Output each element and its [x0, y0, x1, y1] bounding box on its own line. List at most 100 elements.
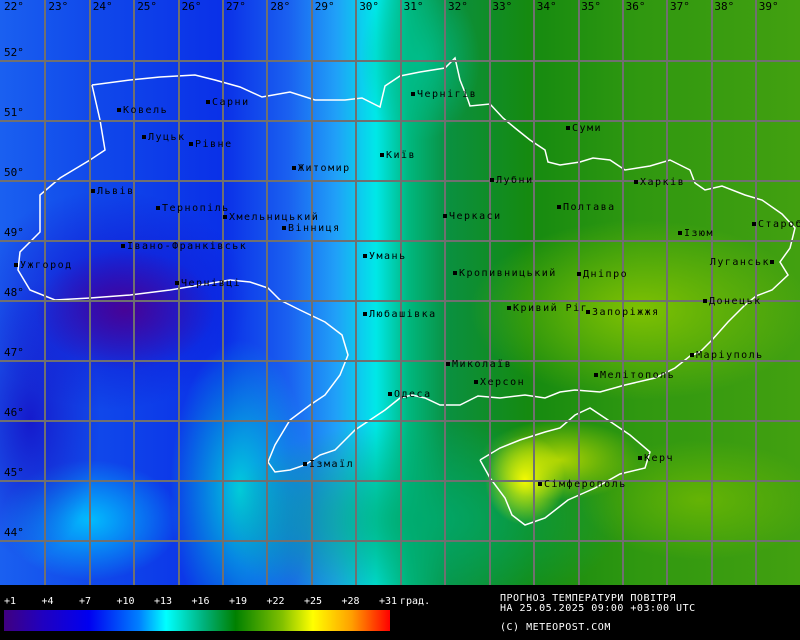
legend-tick: +31: [379, 596, 398, 607]
city-marker: Запоріжжя: [586, 308, 660, 318]
city-label: Черкаси: [449, 211, 502, 222]
parallel-line: [0, 480, 800, 482]
city-dot-icon: [380, 153, 384, 157]
longitude-label: 32°: [448, 0, 468, 13]
city-dot-icon: [303, 462, 307, 466]
city-label: Старобільськ: [758, 219, 800, 230]
meridian-line: [400, 0, 402, 585]
city-dot-icon: [206, 100, 210, 104]
legend-tick: +4: [41, 596, 54, 607]
city-dot-icon: [175, 281, 179, 285]
city-marker: Дніпро: [577, 270, 628, 280]
city-marker: Черкаси: [443, 212, 502, 222]
city-label: Мелітополь: [600, 370, 676, 381]
city-label: Херсон: [480, 377, 526, 388]
city-dot-icon: [638, 456, 642, 460]
city-marker: Львів: [91, 187, 135, 197]
city-marker: Старобільськ: [752, 220, 800, 230]
meridian-line: [533, 0, 535, 585]
city-label: Вінниця: [288, 223, 341, 234]
parallel-line: [0, 180, 800, 182]
city-dot-icon: [594, 373, 598, 377]
city-label: Суми: [572, 123, 603, 134]
city-marker: Умань: [363, 252, 407, 262]
meridian-line: [222, 0, 224, 585]
city-marker: Суми: [566, 124, 602, 134]
meridian-line: [355, 0, 357, 585]
city-marker: Хмельницький: [223, 213, 319, 223]
city-label: Маріуполь: [696, 350, 764, 361]
city-dot-icon: [566, 126, 570, 130]
city-marker: Ковель: [117, 106, 168, 116]
forecast-datetime: НА 25.05.2025 09:00 +03:00 UTC: [500, 603, 696, 614]
latitude-label: 45°: [4, 466, 24, 479]
parallel-line: [0, 120, 800, 122]
city-dot-icon: [363, 312, 367, 316]
city-label: Ковель: [123, 105, 169, 116]
longitude-label: 29°: [314, 0, 335, 13]
parallel-line: [0, 300, 800, 302]
city-dot-icon: [577, 272, 581, 276]
meridian-line: [178, 0, 180, 585]
longitude-label: 23°: [48, 0, 69, 13]
parallel-line: [0, 240, 800, 242]
latitude-label: 48°: [4, 286, 24, 299]
city-label: Керч: [644, 453, 675, 464]
parallel-line: [0, 420, 800, 422]
city-label: Запоріжжя: [592, 307, 660, 318]
legend-tick: +13: [154, 596, 173, 607]
city-dot-icon: [363, 254, 367, 258]
city-dot-icon: [453, 271, 457, 275]
city-label: Одеса: [394, 389, 432, 400]
latitude-label: 50°: [4, 166, 24, 179]
latitude-label: 46°: [4, 406, 24, 419]
city-label: Донецьк: [709, 296, 762, 307]
city-label: Сімферополь: [544, 479, 627, 490]
border-lines: [17, 56, 796, 526]
city-marker: Миколаїв: [446, 360, 512, 370]
longitude-label: 33°: [492, 0, 513, 13]
longitude-label: 22°: [4, 0, 24, 13]
temperature-legend: +1 +4 +7 +10 +13 +16 +19 +22 +25 +28 +31 град. ПРО…: [0, 585, 800, 640]
city-marker: Донецьк: [703, 297, 762, 307]
city-marker: Одеса: [388, 390, 432, 400]
copyright-link[interactable]: (C) METEOPOST.COM: [500, 622, 611, 633]
city-dot-icon: [703, 299, 707, 303]
ukraine-border: [17, 56, 796, 473]
longitude-label: 36°: [625, 0, 646, 13]
forecast-title: ПРОГНОЗ ТЕМПЕРАТУРИ ПОВІТРЯ: [500, 593, 677, 604]
city-marker: Любашівка: [363, 310, 437, 320]
city-marker: Чернігів: [411, 90, 477, 100]
city-marker: Кропивницький: [453, 269, 557, 279]
city-label: Львів: [97, 186, 135, 197]
legend-tick: +22: [266, 596, 285, 607]
city-marker: Житомир: [292, 164, 351, 174]
color-scale-bar: [4, 610, 390, 631]
city-dot-icon: [752, 222, 756, 226]
city-marker: Івано-Франківськ: [121, 242, 247, 252]
city-dot-icon: [490, 178, 494, 182]
city-label: Дніпро: [583, 269, 629, 280]
city-marker: Лубни: [490, 176, 534, 186]
city-marker: Харків: [634, 178, 685, 188]
latitude-label: 49°: [4, 226, 24, 239]
city-label: Хмельницький: [229, 212, 320, 223]
legend-unit: град.: [400, 596, 431, 607]
crimea-border: [479, 407, 651, 526]
legend-tick: +28: [341, 596, 360, 607]
city-marker: Сарни: [206, 98, 250, 108]
legend-tick: +7: [79, 596, 92, 607]
city-marker: Луганськ: [710, 258, 776, 268]
latitude-label: 51°: [4, 106, 24, 119]
city-dot-icon: [388, 392, 392, 396]
city-label: Тернопіль: [162, 203, 230, 214]
city-label: Лубни: [496, 175, 534, 186]
city-marker: Чернівці: [175, 279, 241, 289]
city-dot-icon: [586, 310, 590, 314]
longitude-label: 34°: [536, 0, 557, 13]
latitude-label: 47°: [4, 346, 24, 359]
city-marker: Маріуполь: [690, 351, 764, 361]
longitude-label: 24°: [92, 0, 113, 13]
city-marker: Керч: [638, 454, 674, 464]
